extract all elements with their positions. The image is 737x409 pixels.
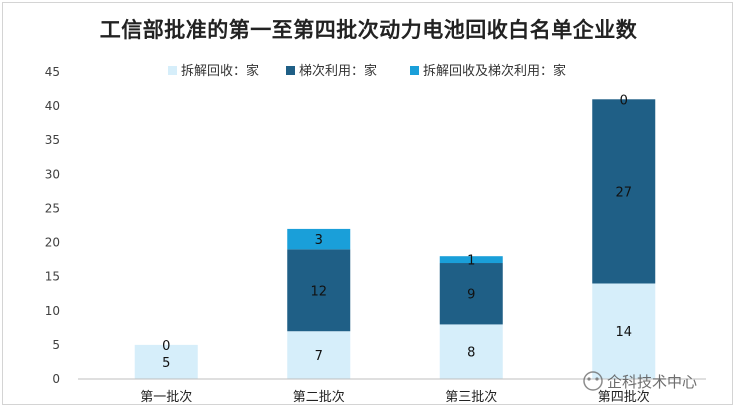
y-tick-label: 5 [52,338,60,352]
data-label: 8 [467,346,475,361]
data-label: 7 [315,349,323,364]
data-label: 0 [162,339,170,354]
bar-segment [439,324,503,379]
y-tick-label: 0 [52,372,60,386]
y-tick-label: 15 [45,270,60,284]
legend-swatch [168,66,177,75]
legend-swatch [286,66,295,75]
data-label: 14 [615,325,632,340]
bar-segment [592,283,656,379]
data-label: 27 [615,185,632,200]
data-label: 0 [620,93,628,108]
y-tick-label: 35 [45,133,60,147]
y-tick-label: 25 [45,201,60,215]
watermark-logo-icon [583,371,603,391]
y-tick-label: 10 [45,304,60,318]
data-label: 3 [315,233,323,248]
data-label: 12 [310,284,327,299]
watermark-text: 企科技术中心 [607,373,697,391]
legend-label: 拆解回收及梯次利用：家 [423,63,566,79]
chart-title: 工信部批准的第一至第四批次动力电池回收白名单企业数 [99,18,638,42]
bars [134,99,656,379]
watermark: 企科技术中心 [583,371,697,391]
y-axis: 0 5 10 15 20 25 30 35 40 45 [45,65,60,386]
bar-segment [287,331,351,379]
data-labels: 5 0 7 12 3 8 9 1 14 27 0 [162,93,632,371]
bar-segment [287,228,351,250]
x-axis: 第一批次 第二批次 第三批次 第四批次 [78,378,706,405]
bar-segment [134,344,198,379]
x-tick-label: 第四批次 [598,389,650,405]
x-tick-label: 第一批次 [140,389,192,405]
bar-segment [287,249,351,332]
bar-segment [439,263,503,325]
x-tick-label: 第二批次 [293,389,345,405]
x-tick-label: 第三批次 [445,389,497,405]
bar-segment [592,99,656,284]
data-label: 1 [467,254,475,269]
data-label: 9 [467,288,475,303]
y-tick-label: 30 [45,167,60,181]
legend: 拆解回收：家 梯次利用：家 拆解回收及梯次利用：家 [168,63,566,79]
y-tick-label: 40 [45,99,60,113]
data-label: 5 [162,356,170,371]
legend-swatch [410,66,419,75]
y-tick-label: 45 [45,65,60,79]
chart-frame [2,2,733,405]
legend-label: 拆解回收：家 [181,63,259,79]
bar-segment [439,256,503,264]
y-tick-label: 20 [45,236,60,250]
legend-label: 梯次利用：家 [299,63,377,79]
